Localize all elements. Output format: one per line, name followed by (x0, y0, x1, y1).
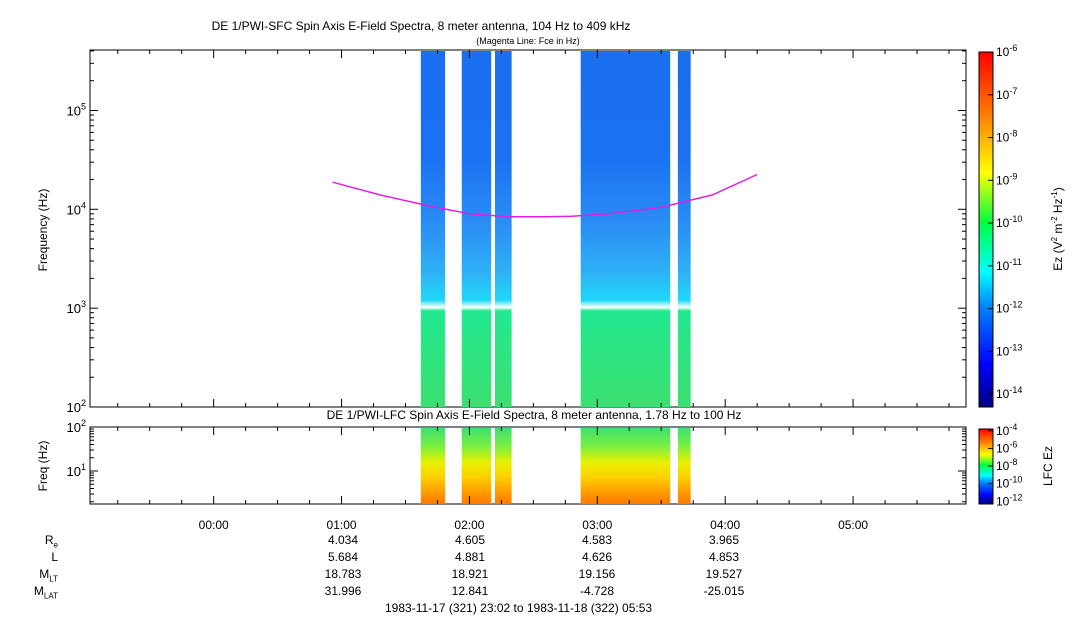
sfc-data-segment (677, 51, 691, 407)
time-tick-label: 00:00 (199, 518, 229, 532)
sfc-plot-area (89, 49, 967, 408)
ephemeris-value: 3.965 (708, 533, 740, 547)
lfc-y-axis: 101 102 (67, 418, 966, 503)
lfc-data-segment (677, 428, 691, 504)
ephemeris-value: -25.015 (703, 584, 745, 598)
time-range: 1983-11-17 (321) 23:02 to 1983-11-18 (32… (385, 601, 653, 615)
colorbar-tick-label: 10-9 (996, 171, 1017, 187)
fce-line (332, 173, 758, 218)
lfc-y-tick-label: 102 (67, 418, 86, 435)
time-tick-label: 05:00 (838, 518, 868, 532)
time-axis: 00:00 01:00 02:00 03:00 04:00 05:00 (117, 50, 950, 532)
colorbar-tick-label: 10-12 (996, 492, 1022, 508)
colorbar-tick-label: 10-10 (996, 214, 1022, 230)
sfc-ylabel: Frequency (Hz) (36, 189, 50, 272)
lfc-data-segment (580, 428, 671, 504)
colorbar-tick-label: 10-8 (996, 129, 1017, 145)
lfc-data-segment (420, 428, 446, 504)
ephemeris-value: 4.881 (454, 550, 486, 564)
colorbar-tick-label: 10-6 (996, 43, 1017, 59)
sfc-data-segment (461, 51, 492, 407)
ephemeris-value: 31.996 (324, 584, 362, 598)
ephemeris-value: 18.783 (324, 567, 362, 581)
ephemeris-value: 4.605 (454, 533, 486, 547)
sfc-y-tick-label: 105 (67, 101, 86, 118)
ephemeris-value: 12.841 (451, 584, 489, 598)
sfc-y-tick-label: 102 (67, 398, 86, 415)
ephemeris-label: Re (44, 533, 58, 550)
lfc-data-segment (461, 428, 492, 504)
lfc-title: DE 1/PWI-LFC Spin Axis E-Field Spectra, … (327, 408, 742, 422)
lfc-colorbar-label: LFC Ez (1041, 446, 1055, 486)
lfc-spectrogram-data (420, 428, 691, 504)
ephemeris-value: 5.684 (327, 550, 359, 564)
sfc-data-segment (495, 51, 512, 407)
time-tick-label: 03:00 (582, 518, 612, 532)
lfc-plot-area (89, 426, 967, 505)
lfc-y-tick-label: 101 (67, 462, 86, 479)
sfc-colorbar-label: Ez (V2 m-2 Hz-1) (1050, 187, 1065, 270)
colorbar-tick-label: 10-12 (996, 300, 1022, 316)
sfc-data-segment (420, 51, 446, 407)
sfc-y-tick-label: 104 (67, 200, 86, 217)
sfc-spectrogram-data (420, 51, 691, 407)
ephemeris-value: -4.728 (579, 584, 615, 598)
colorbar-tick-label: 10-10 (996, 475, 1022, 491)
ephemeris-value: 4.034 (327, 533, 359, 547)
colorbar-tick-label: 10-7 (996, 86, 1017, 102)
sfc-y-tick-label: 103 (67, 299, 86, 316)
colorbar-tick-label: 10-6 (996, 439, 1017, 455)
ephemeris-value: 4.853 (708, 550, 740, 564)
sfc-colorbar (978, 51, 994, 408)
ephemeris-value: 4.626 (581, 550, 613, 564)
time-tick-label: 04:00 (710, 518, 740, 532)
sfc-title: DE 1/PWI-SFC Spin Axis E-Field Spectra, … (212, 19, 631, 33)
time-tick-label: 01:00 (327, 518, 357, 532)
colorbar-tick-label: 10-13 (996, 342, 1022, 358)
lfc-data-segment (495, 428, 512, 504)
lfc-ylabel: Freq (Hz) (36, 441, 50, 492)
sfc-subtitle: (Magenta Line: Fce in Hz) (476, 36, 580, 46)
ephemeris-label: MLAT (33, 584, 58, 601)
colorbar-tick-label: 10-4 (996, 422, 1017, 438)
ephemeris-label: MLT (39, 567, 58, 584)
ephemeris-value: 19.156 (578, 567, 616, 581)
ephemeris-value: 4.583 (581, 533, 613, 547)
colorbar-tick-label: 10-14 (996, 385, 1022, 401)
sfc-colorbar-ticks: 10-6 10-7 10-8 10-9 10-10 10-11 10-12 10-13 10-1… (988, 43, 1022, 401)
colorbar-tick-label: 10-11 (996, 257, 1022, 273)
sfc-data-segment (580, 51, 671, 407)
ephemeris-value: 18.921 (451, 567, 489, 581)
ephemeris-label: L (51, 550, 58, 564)
ephemeris-value: 19.527 (705, 567, 743, 581)
sfc-y-axis: 102 103 104 105 (67, 50, 966, 415)
colorbar-tick-label: 10-8 (996, 457, 1017, 473)
time-tick-label: 02:00 (454, 518, 484, 532)
ephemeris-table: Re L MLT MLAT 4.034 4.605 4.583 3.965 5.684 4.88… (0, 528, 1083, 620)
